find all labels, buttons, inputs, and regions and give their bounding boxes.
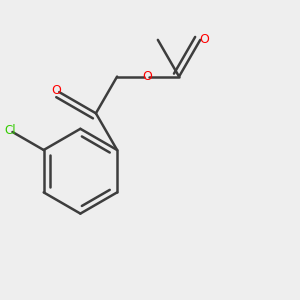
- Text: O: O: [142, 70, 152, 83]
- Text: O: O: [199, 33, 209, 46]
- Text: O: O: [51, 84, 61, 97]
- Text: Cl: Cl: [4, 124, 16, 137]
